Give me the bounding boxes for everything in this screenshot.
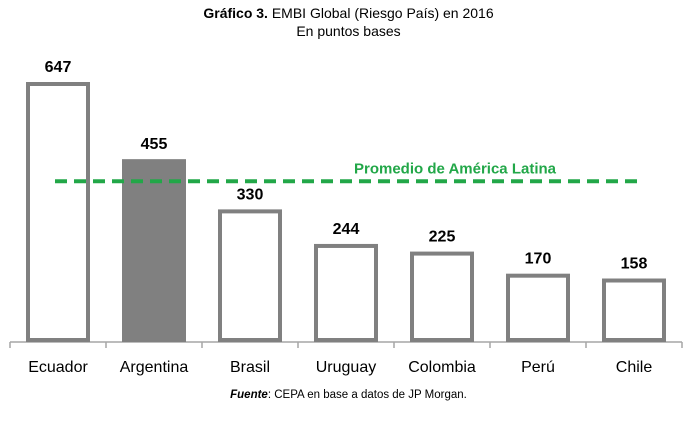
data-label: 170 bbox=[525, 251, 552, 268]
data-label: 244 bbox=[333, 221, 360, 238]
category-label: Argentina bbox=[120, 359, 189, 376]
bar-ecuador bbox=[26, 82, 90, 342]
source-text: : CEPA en base a datos de JP Morgan. bbox=[267, 389, 467, 401]
data-label: 225 bbox=[429, 229, 456, 246]
category-label: Uruguay bbox=[316, 359, 376, 376]
data-label: 455 bbox=[141, 136, 168, 153]
bar-colombia bbox=[410, 251, 474, 342]
bar-argentina bbox=[122, 159, 186, 342]
bar-uruguay bbox=[314, 243, 378, 342]
category-label: Colombia bbox=[408, 359, 476, 376]
category-label: Perú bbox=[521, 359, 555, 376]
category-label: Chile bbox=[616, 359, 653, 376]
source-label: Fuente bbox=[230, 389, 268, 401]
chart-subtitle: En puntos bases bbox=[296, 23, 401, 39]
title-prefix: Gráfico 3. bbox=[203, 5, 268, 21]
data-label: 647 bbox=[45, 59, 72, 76]
bar-brasil bbox=[218, 209, 282, 342]
category-label: Ecuador bbox=[28, 359, 88, 376]
chart-title: Gráfico 3. EMBI Global (Riesgo País) en … bbox=[0, 5, 697, 21]
data-label: 330 bbox=[237, 186, 264, 203]
average-line-label: Promedio de América Latina bbox=[354, 160, 557, 177]
bar-perú bbox=[506, 273, 570, 342]
category-label: Brasil bbox=[230, 359, 270, 376]
bar-chile bbox=[602, 278, 666, 343]
source-note: Fuente: CEPA en base a datos de JP Morga… bbox=[0, 389, 697, 401]
data-label: 158 bbox=[621, 256, 648, 273]
title-text: EMBI Global (Riesgo País) en 2016 bbox=[271, 5, 494, 21]
